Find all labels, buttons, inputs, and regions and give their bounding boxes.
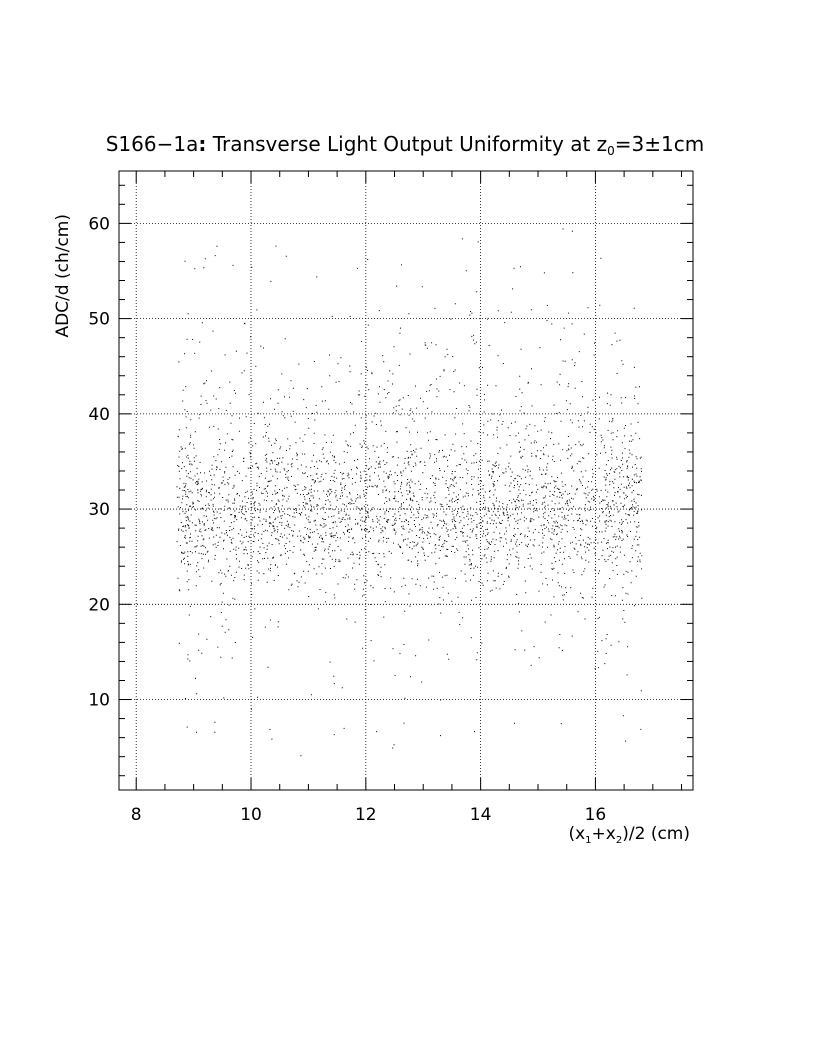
axis-ticks [119,171,693,790]
y-tick-label: 40 [88,405,110,425]
chart-title: S166−1a: Transverse Light Output Uniform… [106,132,705,158]
scatter-point-cloud [176,228,643,757]
x-label-s2: 2 [616,835,622,846]
x-label-c: )/2 (cm) [622,824,690,844]
x-label-s1: 1 [585,835,591,846]
y-tick-label: 20 [88,595,110,615]
chart-title-sub: 0 [607,144,615,158]
y-tick-label: 50 [88,310,110,330]
chart-title-main: Transverse Light Output Uniformity at z [206,132,607,156]
y-tick-label: 30 [88,500,110,520]
chart-title-colon: : [198,132,206,156]
x-label-b: +x [592,824,616,844]
x-tick-label: 12 [355,805,377,825]
x-tick-label: 10 [240,805,262,825]
x-tick-label: 16 [585,805,607,825]
plot-frame [118,170,694,791]
grid-lines [119,171,693,790]
x-tick-label: 8 [131,805,142,825]
y-axis-label: ADC/d (ch/cm) [53,214,73,338]
x-axis-label: (x1+x2)/2 (cm) [568,824,690,846]
data-points [176,228,643,757]
y-tick-label: 10 [88,691,110,711]
y-tick-label: 60 [88,214,110,234]
y-tick-labels: 10 20 30 40 50 60 [88,214,110,710]
x-tick-labels: 8 10 12 14 16 [131,805,606,825]
chart-title-prefix: S166−1a [106,132,199,156]
x-tick-label: 14 [470,805,492,825]
x-label-a: (x [568,824,585,844]
chart-title-suffix: =3±1cm [615,132,704,156]
